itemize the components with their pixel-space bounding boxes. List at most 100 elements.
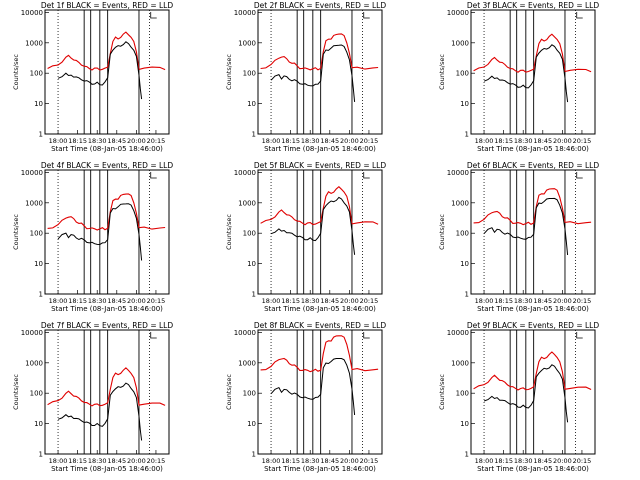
x-tick-label: 20:00	[127, 137, 146, 145]
panel-title: Det 6f BLACK = Events, RED = LLD	[467, 161, 600, 170]
x-tick-label: 18:15	[281, 457, 300, 465]
y-tick-label: 10000	[234, 9, 256, 17]
y-tick-label: 10	[34, 260, 43, 268]
x-axis-label: Start Time (08-Jan-05 18:46:00)	[264, 305, 376, 313]
events-series-line	[483, 44, 569, 103]
y-tick-label: 100	[243, 390, 256, 398]
corner-bracket	[363, 332, 370, 339]
x-tick-label: 20:00	[340, 297, 359, 305]
y-tick-label: 10000	[447, 9, 469, 17]
x-tick-label: 18:30	[301, 137, 320, 145]
x-tick-label: 18:00	[49, 457, 68, 465]
y-tick-label: 10	[247, 260, 256, 268]
y-tick-label: 10000	[21, 169, 43, 177]
y-axis-label: Counts/sec	[12, 214, 20, 250]
x-tick-label: 18:30	[88, 137, 107, 145]
x-tick-label: 20:15	[147, 137, 166, 145]
y-axis-label: Counts/sec	[12, 374, 20, 410]
y-tick-label: 10	[34, 100, 43, 108]
y-tick-label: 10000	[447, 329, 469, 337]
x-tick-label: 18:00	[475, 297, 494, 305]
panel-title: Det 4f BLACK = Events, RED = LLD	[41, 161, 174, 170]
y-tick-label: 1000	[238, 39, 256, 47]
y-tick-label: 10000	[234, 329, 256, 337]
plot-frame	[470, 169, 596, 295]
panel-title: Det 7f BLACK = Events, RED = LLD	[41, 321, 174, 330]
y-tick-label: 1	[39, 451, 43, 459]
x-tick-label: 18:30	[88, 297, 107, 305]
x-tick-label: 18:15	[68, 297, 87, 305]
x-tick-label: 18:15	[494, 297, 513, 305]
plot-frame	[257, 9, 383, 135]
events-series-line	[57, 41, 143, 100]
y-tick-label: 10000	[21, 9, 43, 17]
x-axis-label: Start Time (08-Jan-05 18:46:00)	[477, 305, 589, 313]
y-tick-label: 100	[456, 390, 469, 398]
lld-series-line	[47, 193, 166, 231]
x-tick-label: 20:15	[573, 457, 592, 465]
events-series-line	[270, 196, 356, 255]
x-tick-label: 18:00	[475, 457, 494, 465]
y-tick-label: 10	[34, 420, 43, 428]
y-axis-label: Counts/sec	[438, 214, 446, 250]
x-tick-label: 20:15	[360, 457, 379, 465]
lld-series-line	[260, 185, 379, 226]
x-tick-label: 18:30	[88, 457, 107, 465]
y-tick-label: 100	[30, 70, 43, 78]
corner-bracket	[150, 12, 157, 19]
events-series-line	[483, 364, 569, 423]
lld-series-line	[473, 33, 592, 73]
x-tick-label: 18:45	[533, 137, 552, 145]
corner-bracket	[576, 332, 583, 339]
events-series-line	[483, 197, 569, 256]
y-tick-label: 1000	[238, 199, 256, 207]
y-tick-label: 1	[465, 291, 469, 299]
x-axis-label: Start Time (08-Jan-05 18:46:00)	[51, 145, 163, 153]
x-tick-label: 18:45	[320, 137, 339, 145]
detector-panel: Det 8f BLACK = Events, RED = LLD 1 10 100 10…	[225, 321, 386, 473]
y-tick-label: 10	[247, 420, 256, 428]
lld-series-line	[47, 367, 166, 407]
corner-bracket	[150, 332, 157, 339]
x-tick-label: 20:15	[360, 297, 379, 305]
plot-frame	[44, 329, 170, 455]
x-tick-label: 18:30	[514, 297, 533, 305]
x-tick-label: 20:00	[553, 297, 572, 305]
x-tick-label: 18:00	[49, 137, 68, 145]
events-series-line	[57, 382, 143, 441]
y-tick-label: 100	[456, 230, 469, 238]
x-tick-label: 18:15	[494, 137, 513, 145]
y-axis-label: Counts/sec	[225, 374, 233, 410]
lld-series-line	[260, 33, 379, 71]
y-axis-label: Counts/sec	[12, 54, 20, 90]
x-tick-label: 20:15	[573, 137, 592, 145]
lld-series-line	[47, 31, 166, 71]
corner-bracket	[576, 172, 583, 179]
y-axis-label: Counts/sec	[225, 54, 233, 90]
detector-panel: Det 3f BLACK = Events, RED = LLD 1 10 100 10…	[438, 1, 599, 153]
x-axis-label: Start Time (08-Jan-05 18:46:00)	[264, 145, 376, 153]
x-tick-label: 18:45	[107, 137, 126, 145]
plot-frame	[257, 169, 383, 295]
y-tick-label: 1000	[25, 199, 43, 207]
x-tick-label: 18:45	[320, 457, 339, 465]
lld-series-line	[473, 188, 592, 226]
x-tick-label: 18:15	[281, 137, 300, 145]
x-tick-label: 18:45	[320, 297, 339, 305]
x-tick-label: 20:15	[360, 137, 379, 145]
x-tick-label: 18:30	[514, 457, 533, 465]
y-tick-label: 10000	[21, 329, 43, 337]
corner-bracket	[363, 12, 370, 19]
y-tick-label: 1000	[451, 199, 469, 207]
x-tick-label: 18:45	[107, 297, 126, 305]
panel-title: Det 9f BLACK = Events, RED = LLD	[467, 321, 600, 330]
x-tick-label: 18:15	[68, 457, 87, 465]
x-tick-label: 20:00	[553, 137, 572, 145]
x-tick-label: 18:30	[301, 297, 320, 305]
x-tick-label: 18:15	[281, 297, 300, 305]
y-tick-label: 100	[30, 390, 43, 398]
detector-panel: Det 2f BLACK = Events, RED = LLD 1 10 100 10…	[225, 1, 386, 153]
x-tick-label: 20:00	[127, 457, 146, 465]
x-tick-label: 18:30	[514, 137, 533, 145]
